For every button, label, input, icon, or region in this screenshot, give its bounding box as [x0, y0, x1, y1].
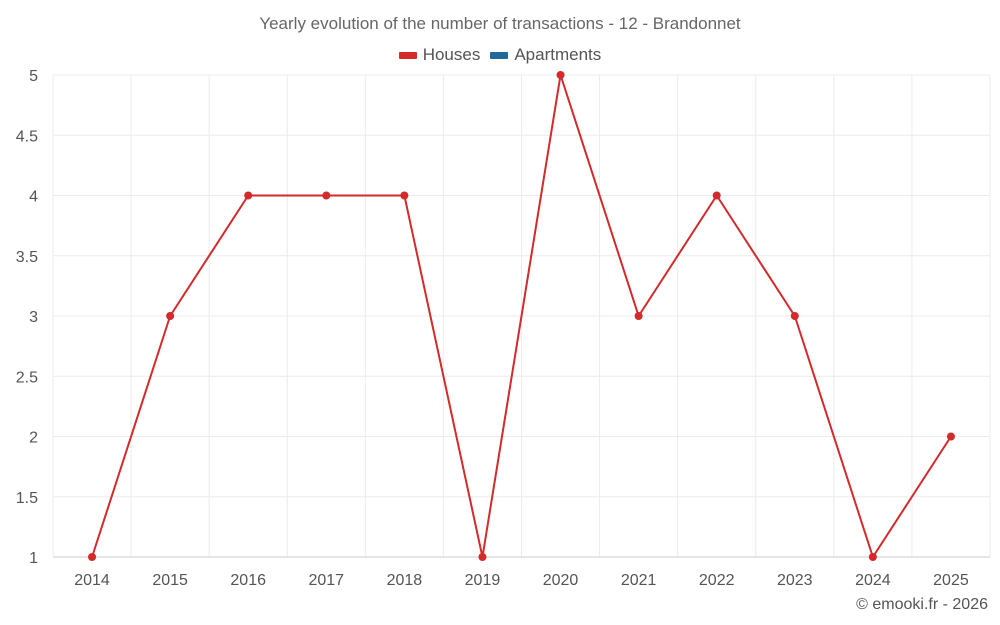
series-line-houses	[91, 74, 952, 558]
y-tick-label: 5	[29, 68, 38, 85]
legend-item-houses[interactable]: Houses	[398, 45, 481, 65]
data-point	[634, 312, 643, 320]
y-tick-label: 2	[29, 430, 38, 447]
legend: Houses Apartments	[0, 45, 1000, 65]
y-tick-label: 1	[29, 550, 38, 567]
x-tick-label: 2020	[543, 572, 579, 589]
legend-label-apartments: Apartments	[514, 45, 602, 64]
x-tick-label: 2014	[74, 572, 110, 589]
data-point	[556, 71, 565, 79]
credit-text: © emooki.fr - 2026	[856, 596, 988, 613]
y-tick-label: 2.5	[16, 369, 38, 386]
data-point	[478, 553, 487, 561]
data-point	[712, 191, 721, 200]
x-tick-label: 2016	[230, 572, 266, 589]
legend-label-houses: Houses	[422, 45, 481, 64]
x-tick-label: 2015	[152, 572, 188, 589]
x-tick-label: 2021	[621, 572, 657, 589]
x-tick-label: 2018	[387, 572, 423, 589]
chart-title: Yearly evolution of the number of transa…	[259, 14, 741, 33]
x-tick-label: 2017	[308, 572, 344, 589]
data-point	[166, 312, 175, 320]
data-point	[946, 432, 955, 441]
legend-item-apartments[interactable]: Apartments	[490, 45, 601, 65]
data-point	[88, 553, 97, 561]
x-tick-label: 2025	[933, 572, 969, 589]
data-point	[322, 191, 331, 200]
y-tick-label: 4.5	[16, 128, 38, 145]
x-tick-label: 2024	[855, 572, 891, 589]
x-tick-label: 2019	[465, 572, 501, 589]
x-tick-label: 2023	[777, 572, 813, 589]
y-tick-label: 3	[29, 309, 38, 326]
legend-swatch-apartments	[490, 51, 509, 59]
y-tick-label: 1.5	[16, 490, 38, 507]
data-point	[790, 312, 799, 320]
y-tick-label: 3.5	[16, 249, 38, 266]
data-point	[400, 191, 409, 200]
x-tick-label: 2022	[699, 572, 735, 589]
legend-swatch-houses	[398, 51, 417, 59]
data-point	[244, 191, 253, 200]
data-point	[868, 553, 877, 561]
y-tick-label: 4	[29, 189, 38, 206]
